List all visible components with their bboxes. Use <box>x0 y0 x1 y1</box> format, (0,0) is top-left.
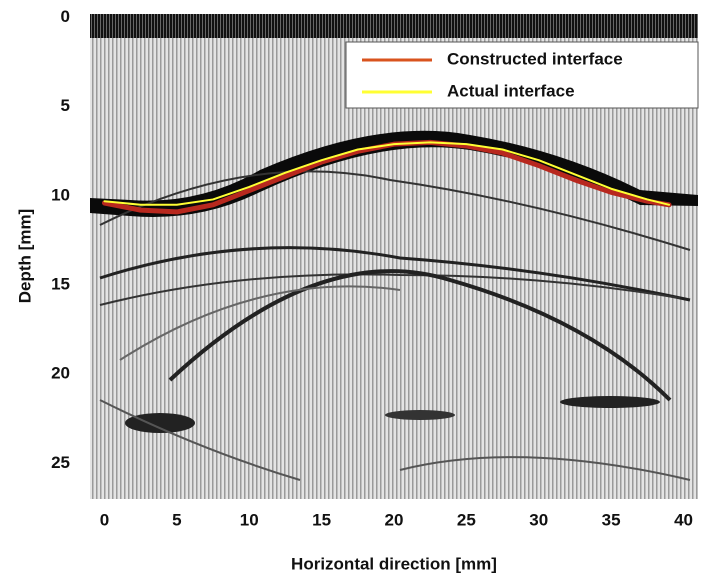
y-tick-label: 15 <box>51 275 70 294</box>
x-tick-label: 0 <box>100 510 109 529</box>
legend-label: Constructed interface <box>447 49 623 68</box>
y-tick-label: 5 <box>61 96 70 115</box>
x-tick-label: 25 <box>457 510 476 529</box>
x-tick-label: 35 <box>602 510 621 529</box>
y-axis-title: Depth [mm] <box>15 209 34 303</box>
y-tick-label: 25 <box>51 453 70 472</box>
series-line <box>103 141 671 206</box>
y-tick-label: 0 <box>61 7 70 26</box>
y-tick-label: 10 <box>51 185 70 204</box>
x-tick-label: 5 <box>172 510 181 529</box>
x-tick-label: 20 <box>385 510 404 529</box>
x-tick-label: 30 <box>529 510 548 529</box>
x-axis-title: Horizontal direction [mm] <box>291 554 497 573</box>
x-tick-label: 10 <box>240 510 259 529</box>
y-tick-label: 20 <box>51 364 70 383</box>
x-tick-label: 40 <box>674 510 693 529</box>
x-tick-label: 15 <box>312 510 331 529</box>
legend: Constructed interface Actual interface <box>345 41 699 109</box>
legend-label: Actual interface <box>447 81 575 100</box>
